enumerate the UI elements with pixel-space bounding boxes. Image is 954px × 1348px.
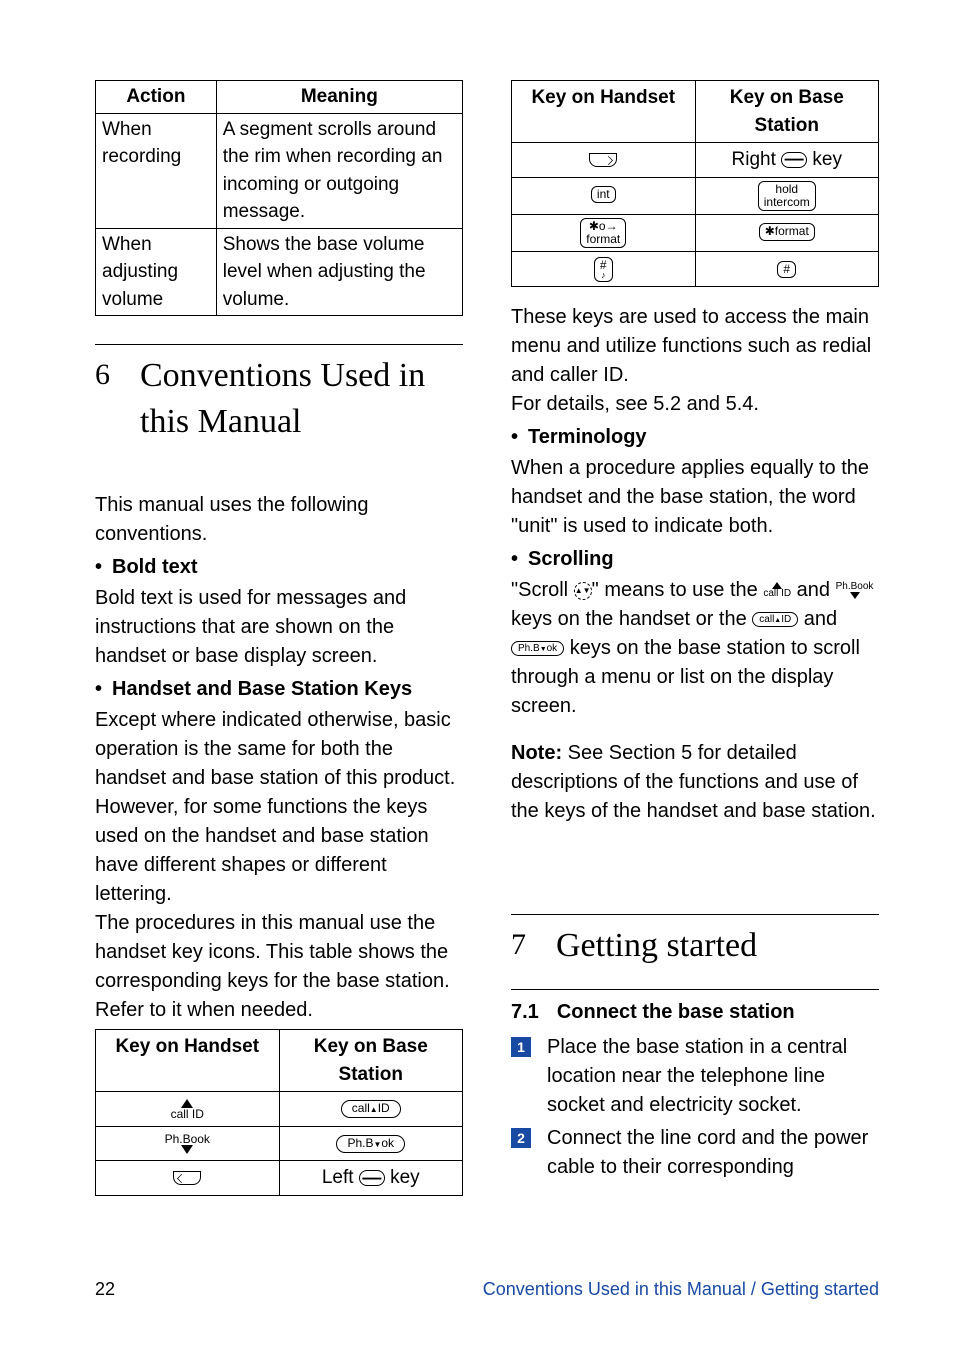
- left-column: Action Meaning When recording A segment …: [95, 80, 463, 1196]
- section-title: Getting started: [556, 923, 757, 969]
- table-row: ✱o→format ✱format: [512, 215, 879, 252]
- table-header: Key on Base Station: [279, 1030, 463, 1092]
- details-text: For details, see 5.2 and 5.4.: [511, 390, 879, 419]
- table-row: Ph.Book Ph.B▼ok: [96, 1126, 463, 1161]
- table-header: Key on Handset: [512, 81, 696, 143]
- table-row: #♪ #: [512, 252, 879, 287]
- step-1: 1 Place the base station in a central lo…: [511, 1033, 879, 1120]
- int-key-icon: int: [591, 186, 616, 203]
- call-id-up-icon: call ID: [171, 1099, 204, 1120]
- hash-key-icon: #♪: [594, 257, 613, 282]
- table-row: When recording A segment scrolls around …: [96, 113, 463, 228]
- page-number: 22: [95, 1279, 115, 1300]
- bold-text-desc: Bold text is used for messages and instr…: [95, 584, 463, 671]
- table-header: Action: [96, 81, 217, 114]
- subsection-heading: 7.1 Connect the base station: [511, 998, 879, 1027]
- call-id-oval-icon: call▲ID: [752, 612, 798, 627]
- table-header: Key on Handset: [96, 1030, 280, 1092]
- phbook-down-icon: Ph.Book: [836, 582, 874, 599]
- bullet-handset-keys: • Handset and Base Station Keys: [95, 675, 463, 704]
- section-number: 6: [95, 353, 110, 397]
- two-column-layout: Action Meaning When recording A segment …: [95, 80, 879, 1196]
- phbook-oval-icon: Ph.B▼ok: [336, 1135, 405, 1153]
- hash-key-icon: #: [777, 261, 796, 278]
- table-header: Meaning: [216, 81, 462, 114]
- table-row: call ID call▲ID: [96, 1092, 463, 1127]
- keys-desc-2: The procedures in this manual use the ha…: [95, 909, 463, 1025]
- table-header: Key on Base Station: [695, 81, 879, 143]
- hold-intercom-key-icon: hold intercom: [758, 181, 816, 211]
- terminology-desc: When a procedure applies equally to the …: [511, 454, 879, 541]
- section-number: 7: [511, 923, 526, 967]
- step-2: 2 Connect the line cord and the power ca…: [511, 1124, 879, 1182]
- section-divider: [95, 344, 463, 345]
- right-column: Key on Handset Key on Base Station Right…: [511, 80, 879, 1196]
- section-6-heading: 6 Conventions Used in this Manual: [95, 353, 463, 445]
- right-softkey-icon: [589, 153, 617, 167]
- page: Action Meaning When recording A segment …: [0, 0, 954, 1348]
- keys-desc-1: Except where indicated otherwise, basic …: [95, 706, 463, 909]
- minus-key-icon: —: [359, 1170, 385, 1186]
- table-row: Right — key: [512, 143, 879, 178]
- footer-title: Conventions Used in this Manual / Gettin…: [483, 1279, 879, 1300]
- call-id-up-icon: call ID: [763, 582, 791, 599]
- section-7-heading: 7 Getting started: [511, 923, 879, 969]
- keys-used-text: These keys are used to access the main m…: [511, 303, 879, 390]
- bullet-terminology: • Terminology: [511, 423, 879, 452]
- bullet-scrolling: • Scrolling: [511, 545, 879, 574]
- step-number-badge: 1: [511, 1037, 531, 1057]
- phbook-down-icon: Ph.Book: [165, 1133, 210, 1154]
- star-format-key-icon: ✱format: [759, 223, 815, 240]
- note-paragraph: Note: See Section 5 for detailed descrip…: [511, 739, 879, 826]
- left-softkey-icon: [173, 1171, 201, 1185]
- table-row: int hold intercom: [512, 177, 879, 214]
- section-divider: [511, 914, 879, 915]
- action-meaning-table: Action Meaning When recording A segment …: [95, 80, 463, 316]
- section-title: Conventions Used in this Manual: [140, 353, 463, 445]
- scroll-icon: ▲▼: [574, 582, 592, 600]
- page-footer: 22 Conventions Used in this Manual / Get…: [95, 1279, 879, 1300]
- call-id-oval-icon: call▲ID: [341, 1100, 401, 1118]
- step-number-badge: 2: [511, 1128, 531, 1148]
- subsection-divider: [511, 989, 879, 990]
- star-format-key-icon: ✱o→format: [580, 218, 626, 248]
- key-mapping-table-part2: Key on Handset Key on Base Station Right…: [511, 80, 879, 287]
- key-mapping-table-part1: Key on Handset Key on Base Station call …: [95, 1029, 463, 1196]
- intro-text: This manual uses the following conventio…: [95, 491, 463, 549]
- phbook-oval-icon: Ph.B▼ok: [511, 641, 564, 656]
- table-row: When adjusting volume Shows the base vol…: [96, 228, 463, 316]
- table-row: Left — key: [96, 1161, 463, 1196]
- scrolling-desc: "Scroll ▲▼" means to use the call ID and…: [511, 576, 879, 721]
- bullet-bold-text: • Bold text: [95, 553, 463, 582]
- minus-key-icon: —: [781, 152, 807, 168]
